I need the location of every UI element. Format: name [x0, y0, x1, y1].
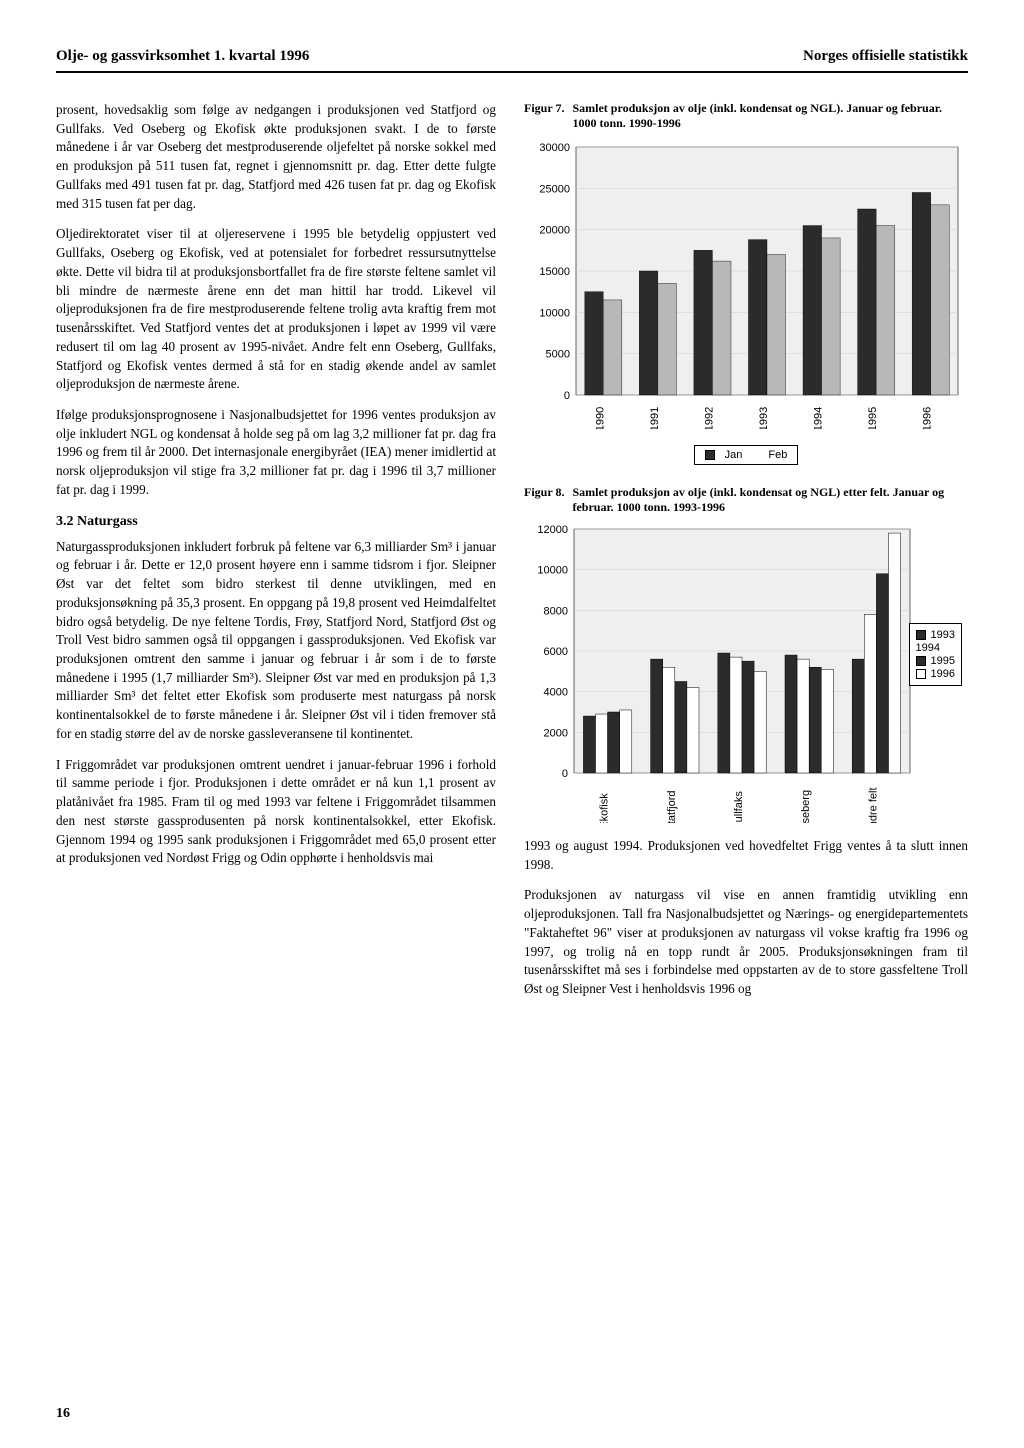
svg-text:2000: 2000 [544, 727, 568, 739]
svg-text:1991: 1991 [649, 407, 661, 429]
svg-text:8000: 8000 [544, 605, 568, 617]
swatch-1993-icon [916, 630, 926, 640]
legend-1996: 1996 [931, 668, 955, 680]
figure7-chart: 0 5000 10000 15000 20000 25000 30000 1990 1991 19… [524, 139, 968, 429]
figure-number: Figur 8. [524, 485, 564, 515]
svg-text:1996: 1996 [922, 407, 934, 429]
swatch-1995-icon [916, 656, 926, 666]
para: Naturgassproduksjonen inkludert forbruk … [56, 538, 496, 744]
svg-text:1992: 1992 [703, 407, 715, 429]
para: I Friggområdet var produksjonen omtrent … [56, 756, 496, 868]
svg-text:Oseberg: Oseberg [800, 790, 812, 823]
page-header: Olje- og gassvirksomhet 1. kvartal 1996 … [56, 48, 968, 73]
figure-caption: Samlet produksjon av olje (inkl. kondens… [572, 485, 968, 515]
para: Oljedirektoratet viser til at oljereserv… [56, 225, 496, 394]
svg-text:1990: 1990 [594, 407, 606, 429]
svg-text:Andre felt: Andre felt [867, 787, 879, 823]
svg-text:1993: 1993 [758, 407, 770, 429]
svg-text:1995: 1995 [867, 407, 879, 429]
svg-text:6000: 6000 [544, 646, 568, 658]
para: Produksjonen av naturgass vil vise en an… [524, 886, 968, 998]
left-column: prosent, hovedsaklig som følge av nedgan… [56, 101, 496, 1011]
figure7-title: Figur 7. Samlet produksjon av olje (inkl… [524, 101, 968, 131]
para: Ifølge produksjonsprognosene i Nasjonalb… [56, 406, 496, 500]
page-number: 16 [56, 1406, 70, 1422]
right-text: 1993 og august 1994. Produksjonen ved ho… [524, 837, 968, 999]
swatch-1996-icon [916, 669, 926, 679]
svg-text:1994: 1994 [813, 407, 825, 429]
svg-text:0: 0 [564, 390, 570, 402]
svg-text:20000: 20000 [539, 225, 570, 237]
figure8-chart: 0 2000 4000 6000 8000 10000 12000 Ekofisk Statfj… [524, 523, 968, 823]
figure7-legend: Jan Feb [694, 445, 799, 465]
figure-caption: Samlet produksjon av olje (inkl. kondens… [572, 101, 968, 131]
svg-text:25000: 25000 [539, 183, 570, 195]
svg-text:12000: 12000 [537, 524, 568, 536]
header-left: Olje- og gassvirksomhet 1. kvartal 1996 [56, 48, 309, 65]
svg-text:Gullfaks: Gullfaks [733, 791, 745, 823]
legend-1993: 1993 [931, 629, 955, 641]
svg-text:0: 0 [562, 768, 568, 780]
legend-1994: 1994 [916, 642, 940, 654]
header-right: Norges offisielle statistikk [803, 48, 968, 65]
svg-text:10000: 10000 [539, 307, 570, 319]
legend-jan: Jan [725, 449, 743, 461]
svg-text:Ekofisk: Ekofisk [599, 793, 611, 823]
figure8-title: Figur 8. Samlet produksjon av olje (inkl… [524, 485, 968, 515]
para: prosent, hovedsaklig som følge av nedgan… [56, 101, 496, 213]
legend-feb: Feb [768, 449, 787, 461]
right-column: Figur 7. Samlet produksjon av olje (inkl… [524, 101, 968, 1011]
para: 1993 og august 1994. Produksjonen ved ho… [524, 837, 968, 874]
svg-text:10000: 10000 [537, 565, 568, 577]
svg-text:Statfjord: Statfjord [666, 791, 678, 823]
section-heading: 3.2 Naturgass [56, 512, 496, 532]
legend-1995: 1995 [931, 655, 955, 667]
svg-text:15000: 15000 [539, 266, 570, 278]
svg-text:5000: 5000 [546, 349, 570, 361]
svg-text:30000: 30000 [539, 142, 570, 154]
swatch-jan-icon [705, 450, 715, 460]
svg-text:4000: 4000 [544, 687, 568, 699]
figure-number: Figur 7. [524, 101, 564, 131]
figure8-legend: 1993 1994 1995 1996 [909, 623, 962, 686]
